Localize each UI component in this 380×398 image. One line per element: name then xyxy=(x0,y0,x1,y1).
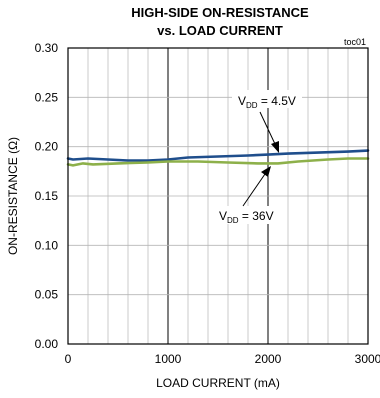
x-tick-label: 2000 xyxy=(255,352,282,366)
y-tick-label: 0.15 xyxy=(35,189,59,203)
annotation-vdd-4-5v: VDD = 4.5V xyxy=(232,90,302,153)
annotation-vdd-36v: VDD = 36V xyxy=(214,166,278,225)
chart-title: HIGH-SIDE ON-RESISTANCE xyxy=(131,5,309,20)
legend-label-sub: DD xyxy=(246,101,258,110)
y-tick-label: 0.00 xyxy=(35,337,59,351)
y-axis-ticks: 0.00 0.05 0.10 0.15 0.20 0.25 0.30 xyxy=(35,41,59,351)
y-tick-label: 0.10 xyxy=(35,238,59,252)
series-line-0 xyxy=(66,149,370,162)
series-lines xyxy=(66,149,370,167)
y-tick-label: 0.30 xyxy=(35,41,59,55)
series-line-1 xyxy=(66,157,370,167)
legend-label-main: V xyxy=(238,94,246,108)
annotation-arrow-line xyxy=(242,173,266,207)
legend-label-sub: DD xyxy=(227,216,239,225)
annotation-arrow-line xyxy=(259,111,276,145)
plot-frame xyxy=(67,47,369,345)
annotation-arrow-head xyxy=(271,141,279,153)
x-axis-label: LOAD CURRENT (mA) xyxy=(156,376,280,390)
grid xyxy=(68,48,368,344)
svg-text:VDD = 36V: VDD = 36V xyxy=(219,209,274,225)
x-tick-label: 1000 xyxy=(155,352,182,366)
x-tick-label: 0 xyxy=(65,352,72,366)
y-tick-label: 0.05 xyxy=(35,288,59,302)
chart-subtitle: vs. LOAD CURRENT xyxy=(157,23,283,38)
x-tick-label: 3000 xyxy=(355,352,380,366)
x-axis-ticks: 0 1000 2000 3000 xyxy=(65,352,380,366)
annotation-arrow-head xyxy=(261,166,271,177)
y-tick-label: 0.20 xyxy=(35,140,59,154)
legend-label-rest: = 4.5V xyxy=(258,94,296,108)
legend-label-rest: = 36V xyxy=(239,209,274,223)
chart-tag: toc01 xyxy=(344,37,366,47)
y-axis-label: ON-RESISTANCE (Ω) xyxy=(6,137,20,255)
y-tick-label: 0.25 xyxy=(35,90,59,104)
legend-label-main: V xyxy=(219,209,227,223)
svg-text:VDD = 4.5V: VDD = 4.5V xyxy=(238,94,296,110)
